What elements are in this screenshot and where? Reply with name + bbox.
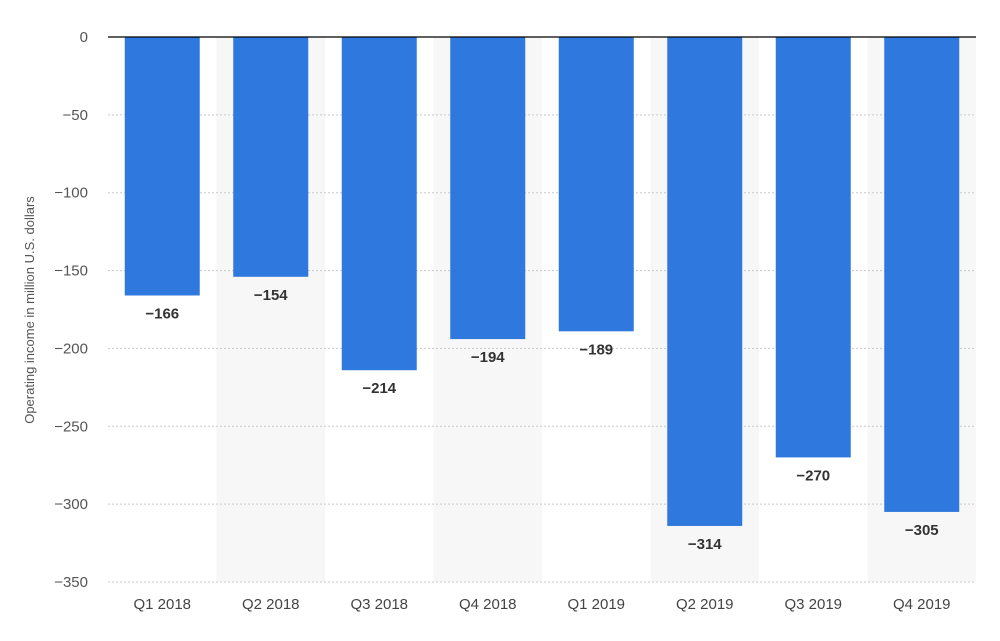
bar (558, 37, 634, 332)
x-tick-label: Q1 2019 (567, 596, 625, 613)
y-tick-label: −300 (54, 496, 88, 513)
y-tick-label: −50 (63, 107, 88, 124)
bar (450, 37, 526, 340)
bar (884, 37, 960, 512)
bar (667, 37, 743, 526)
y-tick-label: −200 (54, 340, 88, 357)
data-label: −214 (362, 380, 396, 397)
data-label: −194 (471, 349, 505, 366)
y-tick-label: 0 (80, 29, 88, 46)
bar (233, 37, 309, 277)
y-axis-title: Operating income in million U.S. dollars (22, 196, 37, 424)
bar (124, 37, 200, 296)
data-label: −305 (905, 522, 939, 539)
x-tick-label: Q4 2018 (459, 596, 517, 613)
x-tick-label: Q2 2019 (676, 596, 734, 613)
data-label: −166 (145, 305, 179, 322)
x-tick-label: Q3 2019 (784, 596, 842, 613)
y-tick-label: −100 (54, 185, 88, 202)
x-tick-label: Q2 2018 (242, 596, 300, 613)
y-axis-ticks: 0 −50 −100 −150 −200 −250 −300 −350 (54, 29, 88, 591)
x-axis-labels: Q1 2018 Q2 2018 Q3 2018 Q4 2018 Q1 2019 Q2 20… (133, 596, 950, 613)
data-label: −189 (579, 341, 613, 358)
data-labels: −166 −154 −214 −194 −189 −314 −270 −305 (145, 287, 938, 553)
bars (124, 37, 960, 526)
y-tick-label: −250 (54, 418, 88, 435)
bar (341, 37, 417, 371)
x-tick-label: Q4 2019 (893, 596, 951, 613)
data-label: −270 (796, 467, 830, 484)
x-tick-label: Q3 2018 (350, 596, 408, 613)
y-tick-label: −150 (54, 263, 88, 280)
data-label: −314 (688, 536, 722, 553)
data-label: −154 (254, 287, 288, 304)
x-tick-label: Q1 2018 (133, 596, 191, 613)
bar (775, 37, 851, 458)
y-tick-label: −350 (54, 574, 88, 591)
